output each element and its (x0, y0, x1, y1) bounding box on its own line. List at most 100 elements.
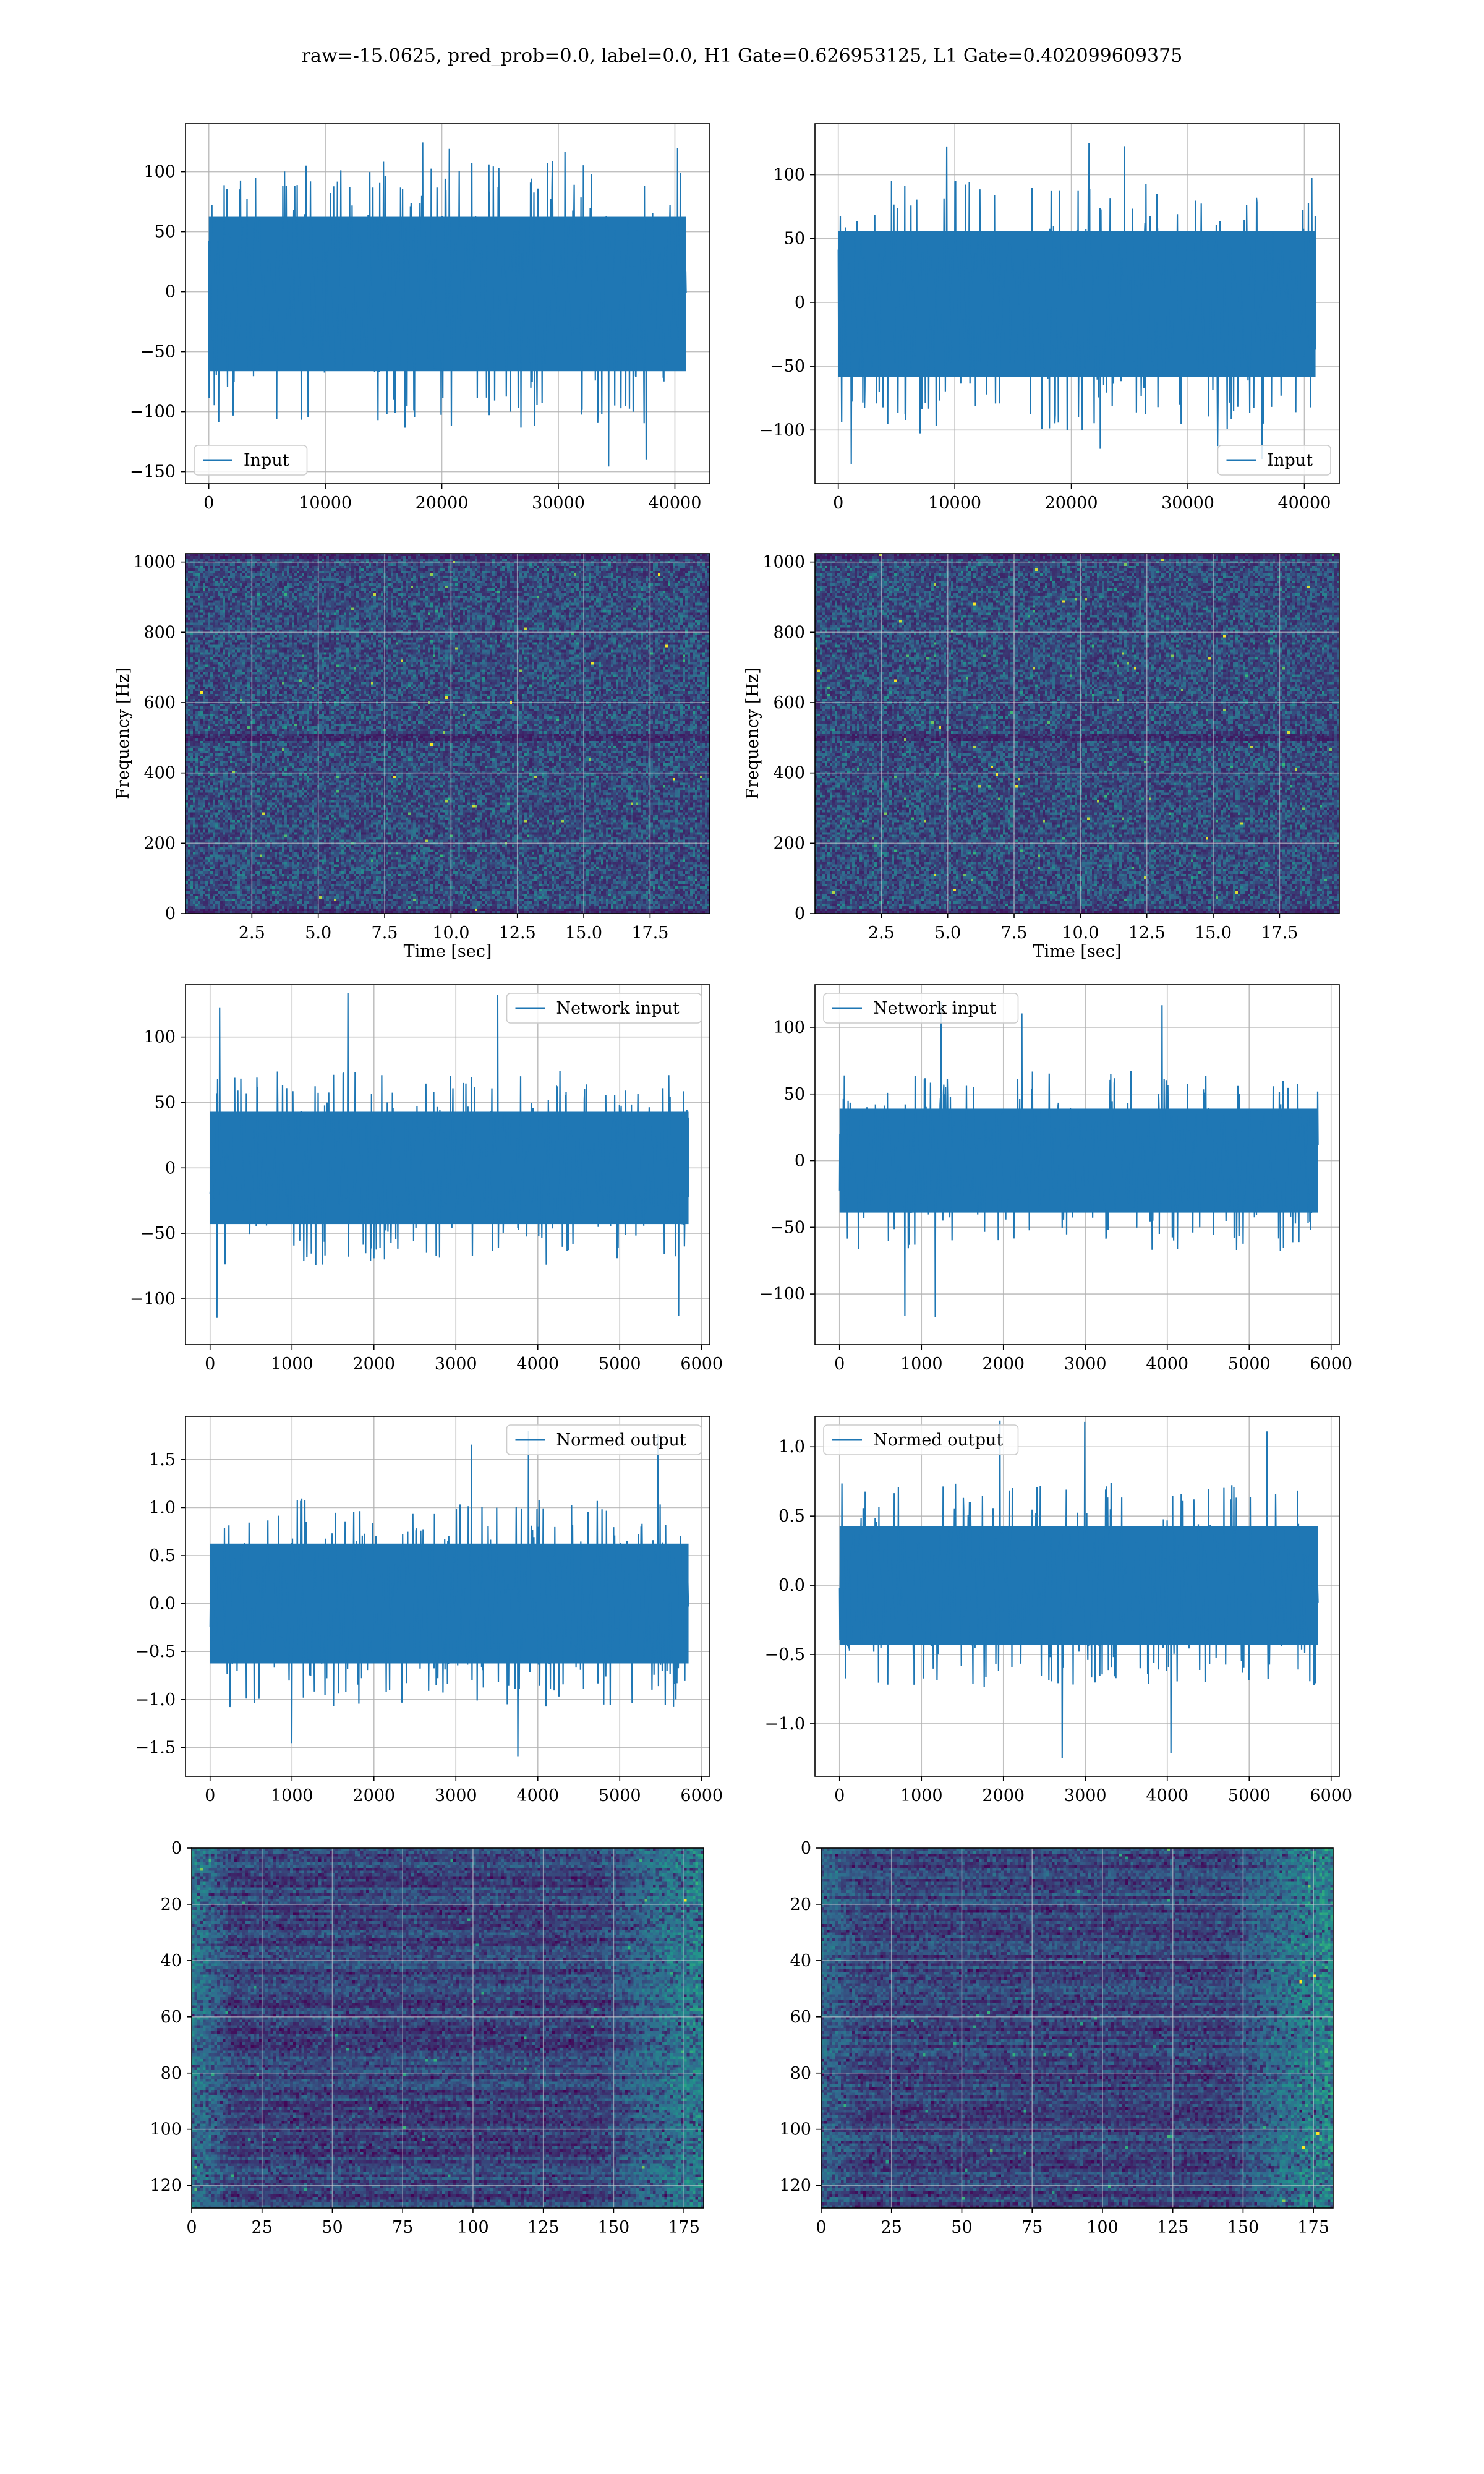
x-tick-label: 25 (252, 2218, 273, 2237)
chart-input-l1: 0 10000 20000 30000 40000 −100 −50 0 50 100 Input (759, 123, 1340, 513)
y-tick-label: 100 (779, 2120, 811, 2139)
x-tick-label: 17.5 (631, 923, 668, 943)
series-line (208, 142, 687, 467)
y-tick-label: 1000 (133, 553, 176, 572)
x-tick-label: 4000 (516, 1355, 559, 1374)
y-tick-label: 200 (143, 834, 176, 853)
x-tick-label: 3000 (1064, 1355, 1107, 1374)
y-tick-label: 0 (795, 1152, 805, 1171)
y-tick-label: 0 (165, 283, 176, 302)
y-tick-label: −50 (140, 1224, 176, 1243)
chart-normed-output-l1: 0 1000 2000 3000 4000 5000 6000 −1.0 −0.5 0.0 0.5 1… (764, 1416, 1352, 1805)
y-tick-label: 120 (150, 2177, 182, 2196)
y-tick-label: 1000 (762, 553, 805, 572)
x-tick-label: 0 (834, 1786, 845, 1805)
x-tick-label: 0 (186, 2218, 197, 2237)
y-tick-label: 0.5 (149, 1546, 176, 1565)
x-tick-label: 5.0 (934, 923, 961, 943)
y-tick-label: 50 (784, 229, 805, 249)
y-tick-label: 800 (143, 623, 176, 642)
x-tick-label: 10.0 (1062, 923, 1099, 943)
y-tick-label: −50 (770, 357, 805, 376)
x-tick-label: 175 (668, 2218, 700, 2237)
x-tick-label: 30000 (532, 494, 585, 513)
x-tick-label: 25 (881, 2218, 902, 2237)
x-tick-label: 15.0 (565, 923, 602, 943)
x-tick-label: 75 (1021, 2218, 1043, 2237)
x-tick-label: 17.5 (1261, 923, 1298, 943)
legend-box (823, 993, 1019, 1024)
x-tick-label: 3000 (435, 1786, 477, 1805)
y-tick-label: 1.0 (149, 1498, 176, 1517)
y-tick-label: 80 (161, 2064, 182, 2083)
y-tick-label: 0 (801, 1839, 811, 1858)
y-tick-label: −100 (759, 1285, 805, 1304)
y-tick-label: 200 (773, 834, 805, 853)
legend: Input (194, 445, 308, 476)
legend: Network input (823, 993, 1019, 1024)
x-tick-label: 5.0 (305, 923, 331, 943)
y-tick-label: 1.0 (778, 1437, 805, 1457)
x-tick-label: 40000 (649, 494, 702, 513)
x-tick-label: 6000 (680, 1355, 723, 1374)
x-tick-label: 0 (816, 2218, 826, 2237)
x-tick-label: 1000 (900, 1786, 943, 1805)
x-tick-label: 10.0 (432, 923, 469, 943)
x-tick-label: 4000 (516, 1786, 559, 1805)
y-tick-label: 0 (165, 904, 176, 923)
y-tick-label: −100 (130, 1290, 176, 1309)
legend-box (194, 445, 308, 476)
chart-input-h1: 0 10000 20000 30000 40000 −150 −100 −50 0 50 100 In… (130, 123, 710, 513)
x-tick-label: 4000 (1146, 1355, 1188, 1374)
y-tick-label: 40 (161, 1951, 182, 1971)
x-tick-label: 0 (833, 494, 843, 513)
y-tick-label: 400 (773, 764, 805, 783)
series-line (838, 1001, 1319, 1317)
legend: Input (1217, 445, 1331, 476)
x-tick-label: 5000 (599, 1355, 641, 1374)
legend-label: Input (244, 451, 289, 470)
x-tick-label: 3000 (435, 1355, 477, 1374)
x-tick-label: 2000 (352, 1355, 395, 1374)
x-axis-label: Time [sec] (1033, 942, 1122, 961)
x-tick-label: 10000 (928, 494, 981, 513)
y-tick-label: −100 (759, 421, 805, 440)
x-tick-label: 20000 (416, 494, 469, 513)
x-tick-label: 1000 (271, 1355, 313, 1374)
series-line (209, 1431, 689, 1757)
y-tick-label: 20 (161, 1895, 182, 1914)
series-line (838, 1420, 1319, 1758)
axes-frame (814, 984, 1340, 1345)
axes-frame (185, 553, 710, 914)
legend-label: Normed output (873, 1431, 1003, 1450)
y-tick-label: −0.5 (764, 1645, 805, 1664)
y-tick-label: 50 (155, 1093, 176, 1112)
y-tick-label: 600 (143, 693, 176, 713)
x-tick-label: 1000 (271, 1786, 313, 1805)
x-tick-label: 0 (205, 1355, 215, 1374)
heatmap-image (815, 554, 1339, 914)
y-tick-label: 1.5 (149, 1450, 176, 1470)
x-tick-label: 150 (1227, 2218, 1260, 2237)
axes-frame (191, 1847, 704, 2209)
chart-feature-map-l1: 0 25 50 75 100 125 150 175 0 20 40 60 80 100 120 (779, 1839, 1334, 2237)
x-tick-label: 0 (834, 1355, 845, 1374)
legend: Normed output (823, 1424, 1019, 1455)
x-tick-label: 50 (322, 2218, 343, 2237)
chart-normed-output-h1: 0 1000 2000 3000 4000 5000 6000 −1.5 −1.0 −0.5 0.0… (135, 1416, 723, 1805)
y-tick-label: 100 (143, 163, 176, 182)
x-tick-label: 5000 (1228, 1355, 1271, 1374)
x-tick-label: 12.5 (499, 923, 536, 943)
x-tick-label: 2.5 (239, 923, 265, 943)
legend-label: Network input (556, 999, 680, 1018)
y-tick-label: −1.5 (135, 1738, 176, 1757)
x-tick-label: 100 (457, 2218, 489, 2237)
y-tick-label: −0.5 (135, 1642, 176, 1661)
series-line (837, 143, 1316, 464)
x-tick-label: 2000 (352, 1786, 395, 1805)
y-tick-label: 0.0 (149, 1594, 176, 1614)
y-tick-label: 40 (790, 1951, 811, 1971)
y-tick-label: 50 (784, 1085, 805, 1104)
axes-frame (185, 1416, 710, 1777)
chart-network-input-l1: 0 1000 2000 3000 4000 5000 6000 −100 −50 0 50 100 Ne… (759, 984, 1352, 1374)
